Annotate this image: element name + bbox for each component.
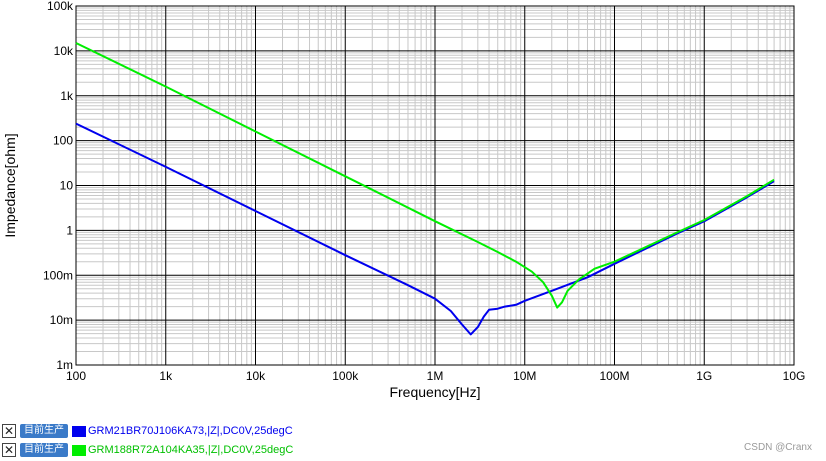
x-tick-label: 100M — [599, 369, 629, 383]
legend-2-status-badge: 目前生产 — [20, 443, 68, 457]
x-tick-label: 10k — [246, 369, 266, 383]
x-tick-label: 1M — [427, 369, 444, 383]
y-tick-label: 1m — [56, 358, 73, 372]
watermark: CSDN @Cranx — [744, 442, 812, 453]
legend-1-series-name: GRM21BR70J106KA73,|Z|,DC0V,25degC — [88, 425, 293, 437]
x-tick-label: 1k — [159, 369, 173, 383]
y-tick-label: 100 — [53, 134, 73, 148]
x-axis-label: Frequency[Hz] — [389, 384, 480, 400]
x-tick-label: 100 — [66, 369, 86, 383]
series-line-2 — [75, 42, 775, 309]
y-tick-labels: 1m 10m 100m 1 10 100 1k 10k 100k — [43, 0, 74, 372]
legend-1-close-icon[interactable]: ✕ — [2, 424, 16, 438]
x-tick-label: 10G — [783, 369, 806, 383]
y-tick-label: 1k — [60, 89, 74, 103]
legend-row-1: ✕ 目前生产 GRM21BR70J106KA73,|Z|,DC0V,25degC — [2, 422, 293, 440]
legend-2-swatch — [72, 444, 86, 456]
x-tick-label: 100k — [332, 369, 359, 383]
series-line-1 — [75, 122, 775, 336]
legend-1-status-badge: 目前生产 — [20, 424, 68, 438]
y-tick-label: 100m — [43, 268, 73, 282]
y-tick-label: 10 — [60, 179, 74, 193]
major-gridlines — [75, 5, 795, 366]
legend-2-series-name: GRM188R72A104KA35,|Z|,DC0V,25degC — [88, 444, 294, 456]
y-axis-label: Impedance[ohm] — [2, 133, 18, 237]
y-tick-label: 10m — [50, 313, 73, 327]
x-tick-labels: 100 1k 10k 100k 1M 10M 100M 1G 10G — [66, 369, 805, 383]
x-tick-label: 1G — [696, 369, 712, 383]
y-tick-label: 1 — [66, 223, 73, 237]
legend-2-close-icon[interactable]: ✕ — [2, 443, 16, 457]
legend-row-2: ✕ 目前生产 GRM188R72A104KA35,|Z|,DC0V,25degC — [2, 441, 293, 459]
x-tick-label: 10M — [513, 369, 536, 383]
y-tick-label: 100k — [47, 0, 74, 13]
y-tick-label: 10k — [54, 44, 74, 58]
legend-1-swatch — [72, 425, 86, 437]
series-layer — [75, 42, 775, 336]
plot-frame — [75, 5, 795, 366]
